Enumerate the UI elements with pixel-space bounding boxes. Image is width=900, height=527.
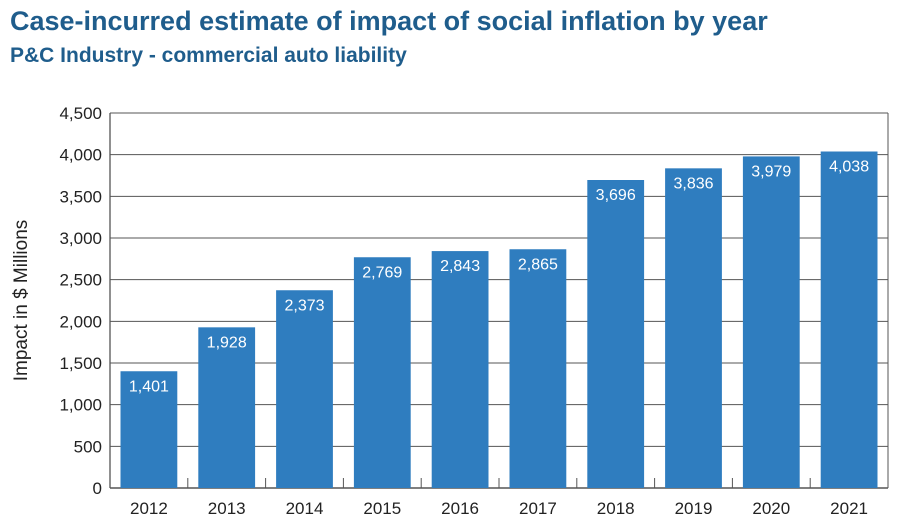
bar bbox=[742, 156, 800, 488]
x-tick-label: 2013 bbox=[208, 499, 246, 518]
x-tick-label: 2020 bbox=[752, 499, 790, 518]
bar bbox=[353, 257, 411, 488]
bar bbox=[431, 251, 489, 488]
x-tick-label: 2015 bbox=[363, 499, 401, 518]
y-tick-label: 1,500 bbox=[59, 354, 102, 373]
data-label: 3,696 bbox=[596, 187, 636, 204]
x-tick-label: 2018 bbox=[597, 499, 635, 518]
bar bbox=[276, 290, 333, 488]
bar bbox=[820, 151, 878, 488]
y-tick-label: 0 bbox=[93, 479, 102, 498]
x-tick-label: 2017 bbox=[519, 499, 557, 518]
y-tick-label: 4,000 bbox=[59, 146, 102, 165]
data-label: 1,401 bbox=[129, 378, 169, 395]
y-axis-label: Impact in $ Millions bbox=[11, 220, 32, 382]
data-label: 2,373 bbox=[284, 297, 324, 314]
y-tick-label: 2,000 bbox=[59, 312, 102, 331]
x-tick-label: 2012 bbox=[130, 499, 168, 518]
data-label: 1,928 bbox=[207, 334, 247, 351]
data-label: 2,865 bbox=[518, 256, 558, 273]
data-label: 2,769 bbox=[362, 264, 402, 281]
bar bbox=[120, 371, 178, 488]
data-label: 4,038 bbox=[829, 159, 869, 176]
x-tick-label: 2016 bbox=[441, 499, 479, 518]
data-label: 3,836 bbox=[673, 175, 713, 192]
bar bbox=[509, 249, 567, 488]
y-tick-label: 3,500 bbox=[59, 187, 102, 206]
bar bbox=[198, 327, 256, 488]
chart-subtitle: P&C Industry - commercial auto liability bbox=[10, 44, 407, 67]
bar bbox=[665, 168, 722, 489]
x-tick-label: 2019 bbox=[675, 499, 713, 518]
bar bbox=[587, 180, 645, 488]
x-tick-label: 2021 bbox=[830, 499, 868, 518]
x-tick-label: 2014 bbox=[286, 499, 324, 518]
y-tick-label: 500 bbox=[74, 437, 102, 456]
y-tick-label: 1,000 bbox=[59, 396, 102, 415]
y-tick-label: 3,000 bbox=[59, 229, 102, 248]
data-label: 3,979 bbox=[751, 163, 791, 180]
y-tick-label: 4,500 bbox=[59, 104, 102, 123]
chart-title: Case-incurred estimate of impact of soci… bbox=[10, 6, 768, 36]
data-label: 2,843 bbox=[440, 258, 480, 275]
y-tick-label: 2,500 bbox=[59, 271, 102, 290]
